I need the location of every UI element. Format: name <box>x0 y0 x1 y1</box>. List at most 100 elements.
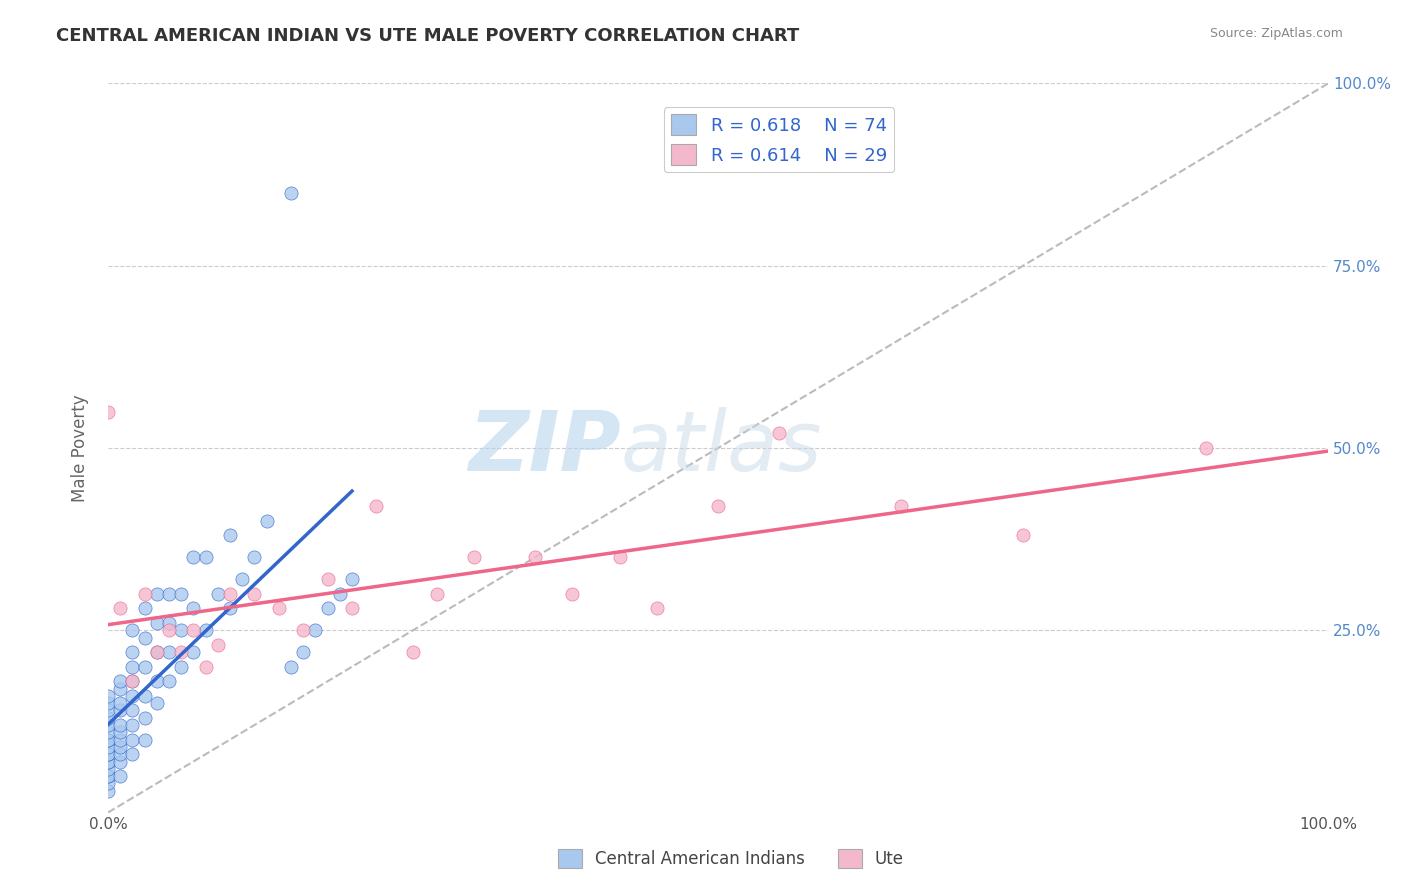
Point <box>146 615 169 630</box>
Point <box>134 711 156 725</box>
Point <box>561 587 583 601</box>
Point <box>108 739 131 754</box>
Point <box>97 747 120 762</box>
Point <box>707 500 730 514</box>
Point <box>97 732 120 747</box>
Point <box>134 587 156 601</box>
Point <box>121 624 143 638</box>
Point <box>170 645 193 659</box>
Text: ZIP: ZIP <box>468 408 620 489</box>
Point <box>194 550 217 565</box>
Point <box>219 601 242 615</box>
Point <box>316 601 339 615</box>
Point <box>121 747 143 762</box>
Point <box>121 718 143 732</box>
Point <box>219 587 242 601</box>
Point <box>97 703 120 717</box>
Point <box>121 659 143 673</box>
Point <box>157 674 180 689</box>
Point <box>97 762 120 776</box>
Text: Source: ZipAtlas.com: Source: ZipAtlas.com <box>1209 27 1343 40</box>
Point <box>134 732 156 747</box>
Point <box>97 747 120 762</box>
Point <box>121 689 143 703</box>
Point <box>108 725 131 739</box>
Point <box>97 739 120 754</box>
Point <box>207 638 229 652</box>
Point <box>108 769 131 783</box>
Point <box>426 587 449 601</box>
Point <box>97 732 120 747</box>
Point <box>609 550 631 565</box>
Point <box>108 674 131 689</box>
Point <box>280 186 302 200</box>
Point <box>108 696 131 710</box>
Point <box>329 587 352 601</box>
Y-axis label: Male Poverty: Male Poverty <box>72 394 89 502</box>
Point <box>524 550 547 565</box>
Point <box>97 769 120 783</box>
Point <box>121 674 143 689</box>
Point <box>134 689 156 703</box>
Legend: R = 0.618    N = 74, R = 0.614    N = 29: R = 0.618 N = 74, R = 0.614 N = 29 <box>664 107 894 172</box>
Text: CENTRAL AMERICAN INDIAN VS UTE MALE POVERTY CORRELATION CHART: CENTRAL AMERICAN INDIAN VS UTE MALE POVE… <box>56 27 800 45</box>
Point <box>157 645 180 659</box>
Point <box>108 681 131 696</box>
Legend: Central American Indians, Ute: Central American Indians, Ute <box>551 842 911 875</box>
Point <box>170 624 193 638</box>
Point <box>146 674 169 689</box>
Point <box>146 587 169 601</box>
Point <box>108 747 131 762</box>
Point <box>97 711 120 725</box>
Point <box>97 776 120 790</box>
Point <box>1195 441 1218 455</box>
Text: atlas: atlas <box>620 408 823 489</box>
Point <box>157 587 180 601</box>
Point <box>219 528 242 542</box>
Point <box>340 572 363 586</box>
Point <box>134 631 156 645</box>
Point <box>243 587 266 601</box>
Point <box>134 659 156 673</box>
Point <box>340 601 363 615</box>
Point <box>108 755 131 769</box>
Point <box>146 645 169 659</box>
Point <box>97 783 120 797</box>
Point <box>183 624 205 638</box>
Point <box>97 725 120 739</box>
Point <box>183 645 205 659</box>
Point <box>108 703 131 717</box>
Point <box>146 645 169 659</box>
Point <box>157 615 180 630</box>
Point <box>316 572 339 586</box>
Point <box>366 500 388 514</box>
Point <box>402 645 425 659</box>
Point <box>256 514 278 528</box>
Point <box>194 624 217 638</box>
Point <box>121 732 143 747</box>
Point <box>97 755 120 769</box>
Point <box>231 572 253 586</box>
Point <box>1012 528 1035 542</box>
Point <box>292 645 315 659</box>
Point <box>97 696 120 710</box>
Point <box>134 601 156 615</box>
Point <box>890 500 912 514</box>
Point <box>97 718 120 732</box>
Point <box>108 718 131 732</box>
Point <box>121 703 143 717</box>
Point <box>108 732 131 747</box>
Point <box>768 426 790 441</box>
Point <box>170 659 193 673</box>
Point <box>121 674 143 689</box>
Point <box>463 550 485 565</box>
Point <box>146 696 169 710</box>
Point <box>97 689 120 703</box>
Point <box>97 769 120 783</box>
Point <box>108 601 131 615</box>
Point <box>183 601 205 615</box>
Point <box>170 587 193 601</box>
Point <box>207 587 229 601</box>
Point <box>157 624 180 638</box>
Point <box>121 645 143 659</box>
